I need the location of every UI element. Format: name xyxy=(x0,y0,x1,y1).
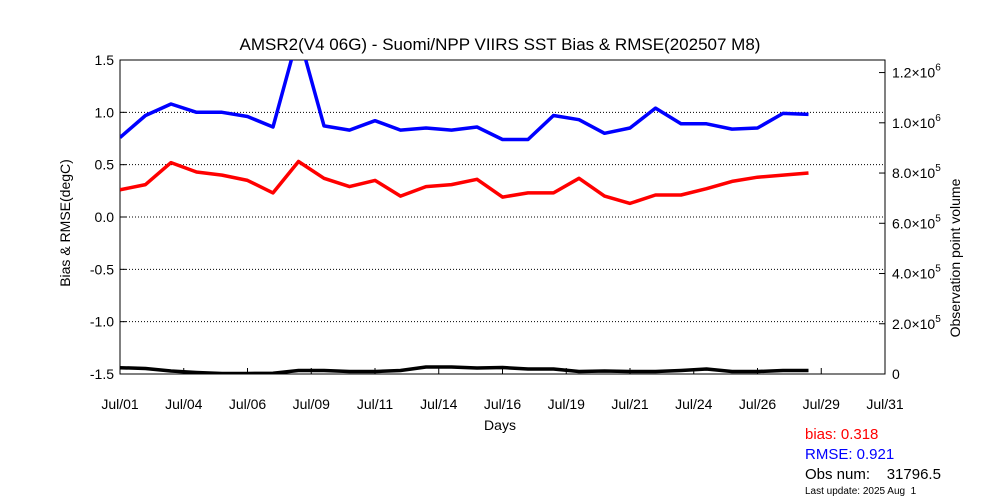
gridlines xyxy=(120,111,885,323)
x-tick-label: Jul/19 xyxy=(548,396,586,412)
y-tick-label: -1.5 xyxy=(90,366,114,382)
y2-tick-label: 6.0×105 xyxy=(892,213,941,231)
y2-tick-label: 2.0×105 xyxy=(892,314,941,332)
x-tick-label: Jul/29 xyxy=(803,396,841,412)
y2-axis-label: Observation point volume xyxy=(947,178,963,337)
bias-stat: bias: 0.318 xyxy=(805,426,879,443)
chart-title: AMSR2(V4 06G) - Suomi/NPP VIIRS SST Bias… xyxy=(240,35,761,54)
y-tick-label: 0.5 xyxy=(95,157,115,173)
x-tick-label: Jul/24 xyxy=(675,396,713,412)
x-tick-label: Jul/14 xyxy=(420,396,458,412)
y2-tick-label: 4.0×105 xyxy=(892,264,941,282)
x-tick-label: Jul/16 xyxy=(484,396,522,412)
y-tick-label: 0.0 xyxy=(95,209,115,225)
obs-num-stat: Obs num: 31796.5 xyxy=(805,466,941,483)
y2-tick-label: 8.0×105 xyxy=(892,163,941,181)
x-tick-label: Jul/06 xyxy=(229,396,267,412)
series-line-obs-num xyxy=(120,365,809,374)
series-line-rmse xyxy=(120,60,809,142)
x-tick-label: Jul/26 xyxy=(739,396,777,412)
y-tick-label: -0.5 xyxy=(90,261,114,277)
y-axis-label: Bias & RMSE(degC) xyxy=(57,159,73,287)
y-tick-label: 1.5 xyxy=(95,52,115,68)
series-group xyxy=(120,60,809,374)
x-tick-label: Jul/09 xyxy=(293,396,331,412)
y2-tick-label: 1.2×106 xyxy=(892,63,941,81)
y-tick-label: 1.0 xyxy=(95,104,115,120)
y-axis-right: 0 2.0×105 4.0×105 6.0×105 8.0×105 1.0×106 1.2×… xyxy=(879,63,941,382)
rmse-stat: RMSE: 0.921 xyxy=(805,446,895,463)
x-axis: Jul/01 Jul/04 Jul/06 Jul/09 Jul/11 Jul/14 Jul/… xyxy=(101,368,904,412)
x-tick-label: Jul/31 xyxy=(866,396,904,412)
y-axis-left: -1.5 -1.0 -0.5 0.0 0.5 1.0 1.5 xyxy=(90,52,126,382)
y-tick-label: -1.0 xyxy=(90,314,114,330)
x-axis-label: Days xyxy=(484,417,516,433)
last-update-stat: Last update: 2025 Aug 1 xyxy=(805,486,917,497)
x-tick-label: Jul/04 xyxy=(165,396,203,412)
y2-tick-label: 1.0×106 xyxy=(892,113,941,131)
series-line-bias xyxy=(120,159,809,206)
x-tick-label: Jul/21 xyxy=(611,396,649,412)
x-tick-label: Jul/11 xyxy=(357,396,394,412)
x-tick-label: Jul/01 xyxy=(101,396,139,412)
y2-tick-label: 0 xyxy=(892,366,900,382)
